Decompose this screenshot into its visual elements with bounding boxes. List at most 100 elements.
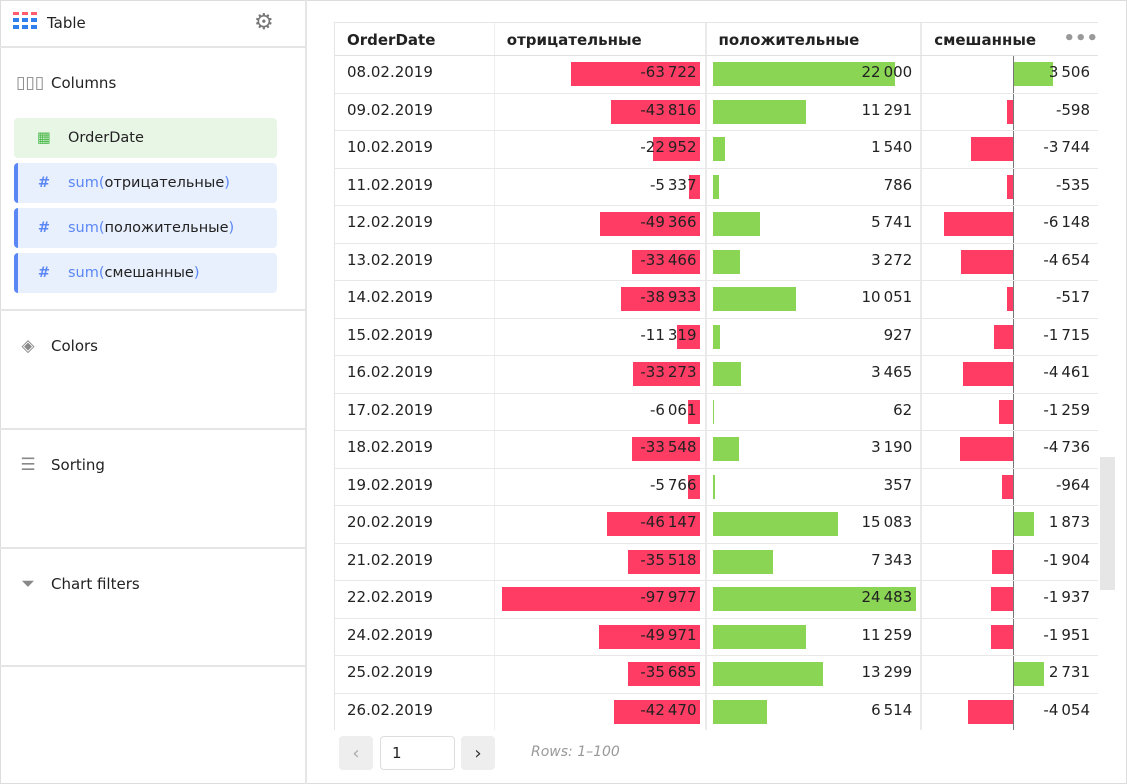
negative-bar — [676, 324, 700, 349]
table-row: 09.02.2019 -43 816 11 291 -598 — [335, 93, 1098, 131]
next-page-button[interactable]: › — [461, 736, 495, 770]
table-row: 15.02.2019 -11 319 927 -1 715 — [335, 318, 1098, 356]
mixed-bar — [991, 587, 1014, 611]
cell-mixed: -1 715 — [922, 318, 1098, 355]
table-row: 21.02.2019 -35 518 7 343 -1 904 — [335, 543, 1098, 581]
cell-value: 2 731 — [1048, 663, 1090, 681]
date-value: 13.02.2019 — [347, 250, 433, 269]
filters-label: Chart filters — [51, 575, 140, 593]
zero-axis — [1013, 543, 1015, 580]
cell-value: 22 000 — [861, 63, 913, 81]
more-icon[interactable]: ••• — [1063, 28, 1099, 49]
zero-axis — [1013, 318, 1015, 355]
columns-label: Columns — [51, 74, 117, 92]
positive-bar — [712, 287, 796, 311]
gear-icon[interactable]: ⚙ — [254, 10, 274, 35]
zero-axis — [1013, 356, 1015, 393]
cell-value: -46 147 — [640, 513, 697, 531]
cell-negative: -43 816 — [495, 93, 707, 130]
table-row: 11.02.2019 -5 337 786 -535 — [335, 168, 1098, 206]
field-orderdate[interactable]: ▦ OrderDate — [14, 118, 277, 158]
cell-orderdate: 09.02.2019 — [335, 93, 495, 130]
field-label: положительные — [104, 220, 229, 236]
filters-section[interactable]: ⏷ Chart filters — [0, 549, 305, 667]
zero-axis — [1013, 506, 1015, 543]
columns-section: ▯▯▯ Columns ▦ OrderDate # sum(отрицательные… — [0, 48, 305, 311]
cell-value: 11 291 — [861, 100, 913, 119]
page-input[interactable]: 1 — [380, 736, 455, 770]
negative-bar — [598, 624, 700, 649]
field-fn: sum( — [68, 175, 105, 191]
date-value: 22.02.2019 — [347, 588, 433, 606]
visualization-type-header[interactable]: Table ⚙ — [0, 0, 305, 48]
cell-value: 1 873 — [1048, 513, 1090, 531]
cell-value: -6 148 — [1043, 213, 1090, 231]
cell-mixed: -3 744 — [922, 131, 1098, 168]
header-mixed[interactable]: смешанные ••• — [922, 23, 1098, 55]
cell-value: 5 741 — [871, 213, 913, 231]
hash-icon: # — [37, 175, 51, 191]
cell-mixed: -1 904 — [922, 543, 1098, 580]
zero-axis — [1013, 581, 1015, 618]
cell-value: -535 — [1055, 175, 1090, 194]
sorting-section[interactable]: ☰ Sorting — [0, 430, 305, 549]
mixed-bar — [961, 249, 1014, 274]
cell-value: -49 971 — [640, 625, 697, 644]
field-label: отрицательные — [104, 175, 225, 191]
cell-orderdate: 15.02.2019 — [335, 318, 495, 355]
cell-value: -1 937 — [1043, 588, 1090, 606]
mixed-bar — [1007, 174, 1014, 199]
prev-page-button[interactable]: ‹ — [339, 736, 373, 770]
positive-bar — [712, 662, 823, 686]
field-fn-close: ) — [224, 175, 230, 191]
field-sum-positive[interactable]: # sum(положительные) — [14, 208, 277, 248]
zero-axis — [1013, 393, 1015, 430]
cell-value: -63 722 — [640, 63, 697, 81]
data-table: OrderDate отрицательные положительные см… — [334, 22, 1098, 730]
mixed-bar — [960, 437, 1014, 461]
positive-bar — [712, 624, 806, 649]
field-sum-mixed[interactable]: # sum(смешанные) — [14, 253, 277, 293]
cell-negative: -35 518 — [495, 543, 707, 580]
negative-bar — [689, 174, 700, 199]
cell-mixed: 2 731 — [922, 656, 1098, 693]
cell-orderdate: 22.02.2019 — [335, 581, 495, 618]
cell-positive: 11 291 — [707, 93, 923, 130]
cell-mixed: -4 736 — [922, 431, 1098, 468]
cell-value: 1 540 — [871, 138, 913, 156]
field-sum-negative[interactable]: # sum(отрицательные) — [14, 163, 277, 203]
vertical-scrollbar[interactable] — [1100, 457, 1115, 590]
header-positive[interactable]: положительные — [707, 23, 923, 55]
positive-bar — [712, 249, 740, 274]
cell-negative: -6 061 — [495, 393, 707, 430]
cell-negative: -33 548 — [495, 431, 707, 468]
table-row: 25.02.2019 -35 685 13 299 2 731 — [335, 656, 1098, 694]
table-row: 26.02.2019 -42 470 6 514 -4 054 — [335, 693, 1098, 730]
positive-bar — [712, 324, 721, 349]
header-negative[interactable]: отрицательные — [495, 23, 707, 55]
cell-value: 3 272 — [871, 250, 913, 269]
cell-positive: 786 — [707, 168, 923, 205]
negative-bar — [688, 474, 700, 499]
negative-bar — [632, 437, 700, 461]
table-body: 08.02.2019 -63 722 22 000 3 506 09.02.2019 -4… — [335, 56, 1098, 730]
negative-bar — [621, 287, 700, 311]
cell-value: -5 766 — [649, 475, 697, 494]
colors-section[interactable]: ◈ Colors — [0, 311, 305, 430]
cell-value: -4 736 — [1043, 438, 1090, 456]
cell-value: -33 466 — [640, 250, 697, 269]
cell-negative: -11 319 — [495, 318, 707, 355]
cell-value: 357 — [883, 475, 913, 494]
cell-value: -1 904 — [1043, 550, 1090, 569]
cell-value: 11 259 — [861, 625, 913, 644]
cell-mixed: -517 — [922, 281, 1098, 318]
cell-positive: 3 190 — [707, 431, 923, 468]
cell-positive: 24 483 — [707, 581, 923, 618]
mixed-bar — [991, 549, 1014, 574]
header-orderdate[interactable]: OrderDate — [335, 23, 495, 55]
mixed-bar — [963, 362, 1014, 386]
sidebar: Table ⚙ ▯▯▯ Columns ▦ OrderDate # sum(отриц… — [0, 0, 307, 784]
cell-negative: -38 933 — [495, 281, 707, 318]
date-value: 08.02.2019 — [347, 63, 433, 81]
table-icon — [13, 12, 37, 34]
